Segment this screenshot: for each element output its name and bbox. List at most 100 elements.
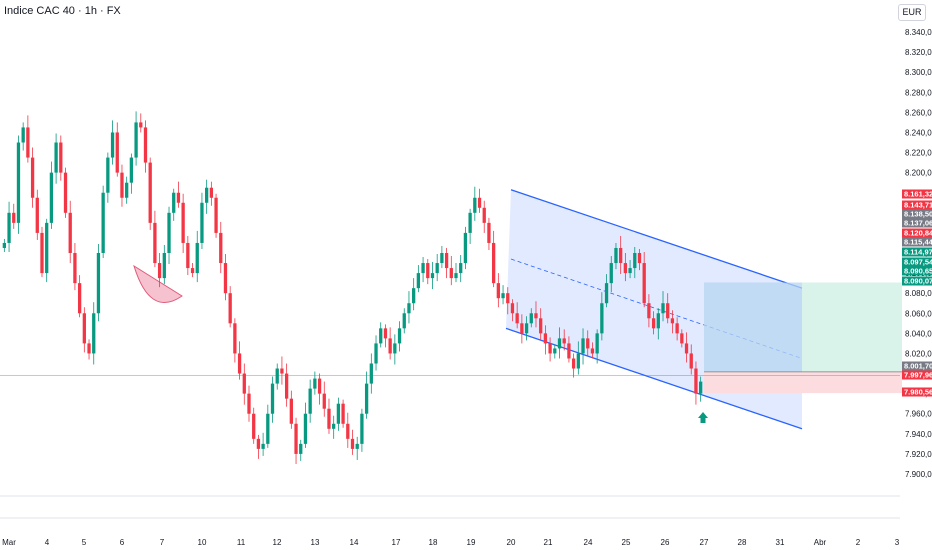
candle-body <box>670 318 675 324</box>
candle-body <box>332 423 336 429</box>
candle-body <box>186 242 190 269</box>
candle-body <box>157 263 162 279</box>
candle-body <box>172 192 176 213</box>
x-tick-label: 17 <box>392 538 401 547</box>
candle-body <box>205 187 209 203</box>
candle-body <box>153 222 157 264</box>
candle-body <box>407 303 411 314</box>
x-tick-label: 2 <box>856 538 861 547</box>
candle-body <box>303 413 308 444</box>
candle-body <box>195 242 199 274</box>
x-tick-label: 10 <box>198 538 207 547</box>
x-tick-label: 13 <box>311 538 320 547</box>
candle-body <box>30 157 35 198</box>
candle-body <box>684 343 689 354</box>
price-level-badge <box>902 266 932 276</box>
y-tick-label: 8.080,00 <box>905 289 932 298</box>
candle-body <box>247 393 251 414</box>
candle-body <box>92 313 96 354</box>
currency-button[interactable]: EUR <box>898 4 926 21</box>
x-tick-label: 11 <box>237 538 246 547</box>
x-tick-label: 27 <box>700 538 709 547</box>
y-tick-label: 8.280,00 <box>905 88 932 97</box>
candle-body <box>148 162 152 223</box>
channel-lower-line <box>505 327 803 430</box>
candle-body <box>49 172 54 223</box>
candle-body <box>143 127 148 163</box>
candle-body <box>266 413 270 444</box>
candle-body <box>115 132 119 173</box>
candle-body <box>553 348 557 354</box>
y-tick-label: 7.940,00 <box>905 430 932 439</box>
candle-body <box>642 263 646 304</box>
price-level-badge <box>902 257 932 267</box>
candle-body <box>68 212 72 253</box>
channel-upper-line <box>510 189 803 289</box>
candle-body <box>600 303 604 334</box>
candle-body <box>623 263 628 274</box>
y-tick-label: 7.920,00 <box>905 450 932 459</box>
candle-body <box>619 247 623 264</box>
x-tick-label: 7 <box>160 538 165 547</box>
candle-body <box>87 343 91 354</box>
candle-body <box>557 338 562 349</box>
candle-body <box>82 313 86 344</box>
candle-body <box>520 323 524 334</box>
candle-body <box>162 253 166 279</box>
x-tick-label: 28 <box>738 538 747 547</box>
y-tick-label: 8.320,00 <box>905 48 932 57</box>
cup-pattern <box>133 264 183 304</box>
price-level-badge <box>902 276 932 286</box>
candle-body <box>364 383 369 414</box>
candle-body <box>590 348 595 354</box>
candle-body <box>120 172 124 198</box>
candle-body <box>336 403 341 424</box>
candle-body <box>397 328 402 344</box>
candle-body <box>181 202 185 243</box>
candle-body <box>379 328 383 344</box>
x-tick-label: 3 <box>895 538 900 547</box>
candle-body <box>444 253 449 269</box>
candle-body <box>548 343 552 354</box>
candle-body <box>12 212 16 223</box>
candle-body <box>322 393 326 409</box>
candle-body <box>491 242 496 284</box>
candle-body <box>449 268 453 279</box>
candle-body <box>543 333 548 344</box>
price-level-badge <box>902 387 932 397</box>
price-level-badge <box>902 361 932 371</box>
candle-body <box>595 333 599 354</box>
price-level-label: 8.143,71 <box>904 201 932 210</box>
x-tick-label: 12 <box>273 538 282 547</box>
candle-body <box>40 232 44 274</box>
y-tick-label: 8.060,00 <box>905 309 932 318</box>
candle-body <box>699 381 703 394</box>
y-tick-label: 8.200,00 <box>905 169 932 178</box>
candle-body <box>350 438 355 449</box>
candle-body <box>214 197 218 233</box>
candle-body <box>374 343 378 364</box>
candle-body <box>96 253 101 314</box>
candle-body <box>501 293 505 299</box>
candle-body <box>651 318 656 329</box>
candle-body <box>633 253 637 269</box>
candle-body <box>223 263 228 294</box>
x-tick-label: 18 <box>429 538 438 547</box>
y-tick-label: 8.260,00 <box>905 108 932 117</box>
candle-body <box>139 122 143 128</box>
candle-body <box>313 378 317 389</box>
candle-body <box>270 383 275 414</box>
candle-body <box>369 363 373 384</box>
candle-body <box>388 338 392 354</box>
candle-body <box>167 212 171 253</box>
candle-body <box>101 192 105 253</box>
candle-body <box>26 127 30 158</box>
price-level-badge <box>902 237 932 247</box>
candle-body <box>675 323 679 334</box>
candle-body <box>468 212 472 233</box>
price-level-badge <box>902 189 932 199</box>
price-level-badge <box>902 200 932 210</box>
candle-body <box>661 303 665 314</box>
candle-body <box>510 303 515 314</box>
